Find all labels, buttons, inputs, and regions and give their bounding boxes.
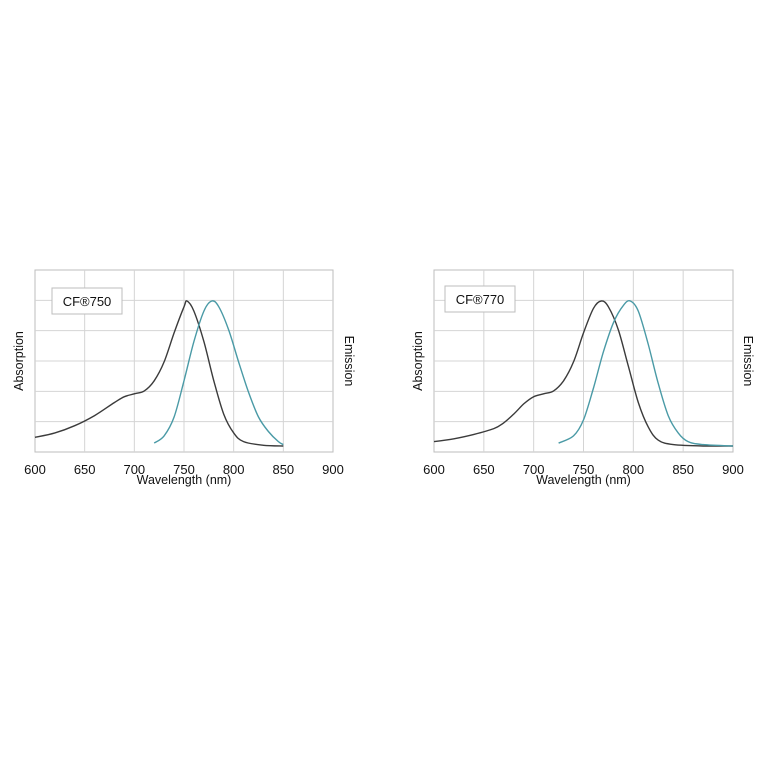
y-axis-label-absorption: Absorption xyxy=(411,331,425,391)
x-tick-label: 900 xyxy=(322,462,344,477)
x-tick-label: 800 xyxy=(223,462,245,477)
emission-curve xyxy=(153,300,284,446)
x-tick-label: 700 xyxy=(123,462,145,477)
y-axis-label-emission: Emission xyxy=(741,336,755,387)
y-axis-label-emission: Emission xyxy=(342,336,356,387)
absorption-curve xyxy=(433,300,734,447)
legend-label: CF®750 xyxy=(63,294,112,309)
x-axis-label: Wavelength (nm) xyxy=(137,473,232,487)
x-tick-label: 700 xyxy=(523,462,545,477)
legend-box xyxy=(444,285,516,313)
y-axis-label-absorption: Absorption xyxy=(12,331,26,391)
x-axis-label: Wavelength (nm) xyxy=(536,473,631,487)
x-tick-label: 900 xyxy=(722,462,744,477)
x-tick-label: 650 xyxy=(473,462,495,477)
emission-curve xyxy=(558,300,734,447)
x-tick-label: 750 xyxy=(173,462,195,477)
x-tick-label: 600 xyxy=(423,462,445,477)
absorption-curve xyxy=(34,300,284,447)
x-tick-label: 600 xyxy=(24,462,46,477)
x-tick-label: 750 xyxy=(573,462,595,477)
legend-label: CF®770 xyxy=(456,292,505,307)
chart-panel-cf750: 600 650 700 750 800 850 900 Wavelength (nm) Abso… xyxy=(12,269,356,487)
x-tick-label: 850 xyxy=(672,462,694,477)
x-tick-label: 800 xyxy=(622,462,644,477)
x-tick-label: 850 xyxy=(272,462,294,477)
legend-box xyxy=(51,287,123,315)
x-tick-label: 650 xyxy=(74,462,96,477)
chart-panel-cf770: 600 650 700 750 800 850 900 Wavelength (nm) Abso… xyxy=(411,269,755,487)
